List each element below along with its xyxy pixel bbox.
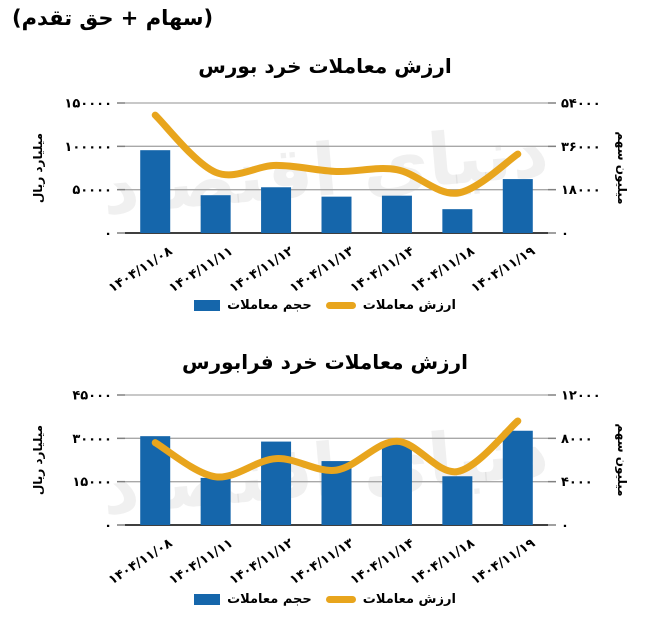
volume-bar — [140, 150, 171, 233]
header-note: (سهام + حق تقدم) — [12, 6, 214, 30]
right-axis-title: میلیون سهم — [614, 423, 629, 496]
x-axis-label: ۱۴۰۴/۱۱/۰۸ — [106, 536, 175, 588]
chart2-title: ارزش معاملات خرد فرابورس — [182, 350, 468, 374]
right-tick-label: ۸۰۰۰ — [561, 432, 593, 447]
right-tick-label: ۰ — [561, 227, 569, 242]
left-tick-label: ۱۰۰۰۰۰ — [64, 140, 112, 155]
left-axis-title: میلیارد ریال — [31, 133, 45, 203]
left-tick-label: ۵۰۰۰۰ — [72, 183, 112, 198]
left-axis-title: میلیارد ریال — [31, 425, 45, 495]
right-tick-label: ۰ — [561, 519, 569, 534]
volume-bar — [442, 209, 473, 233]
right-tick-label: ۱۲۰۰۰ — [561, 389, 601, 404]
bar-swatch-icon — [194, 594, 221, 605]
right-tick-label: ۳۶۰۰۰ — [561, 140, 601, 155]
value-line — [151, 111, 522, 197]
volume-bar — [261, 441, 292, 525]
left-tick-label: ۳۰۰۰۰ — [72, 432, 112, 447]
volume-bar — [200, 477, 231, 525]
x-axis-label: ۱۴۰۴/۱۱/۱۸ — [408, 536, 477, 588]
right-tick-label: ۱۸۰۰۰ — [561, 183, 601, 198]
value-line — [151, 417, 522, 481]
line-swatch-icon — [325, 596, 356, 603]
left-tick-label: ۴۵۰۰۰ — [72, 389, 112, 404]
legend-item-volume: حجم معاملات — [194, 592, 312, 607]
x-axis-label: ۱۴۰۴/۱۱/۰۸ — [106, 244, 175, 296]
volume-bar — [502, 179, 533, 233]
x-axis-label: ۱۴۰۴/۱۱/۱۹ — [469, 244, 538, 296]
volume-bar — [200, 195, 231, 233]
right-tick-label: ۴۰۰۰ — [561, 475, 593, 490]
chart1-plot: ۱۵۰۰۰۰ ۵۴۰۰۰ ۱۰۰۰۰۰ ۳۶۰۰۰ ۵۰۰۰۰ ۱۸۰۰۰ ۰ ۰ میلیار… — [31, 97, 629, 297]
legend-value-label: ارزش معاملات — [362, 592, 456, 607]
volume-bar — [321, 196, 352, 233]
chart1-legend: حجم معاملات ارزش معاملات — [0, 298, 650, 313]
left-tick-label: ۱۵۰۰۰ — [72, 475, 112, 490]
right-axis-title: میلیون سهم — [614, 131, 629, 204]
legend-volume-label: حجم معاملات — [227, 298, 312, 313]
legend-value-label: ارزش معاملات — [362, 298, 456, 313]
bar-swatch-icon — [194, 300, 221, 311]
x-axis-label: ۱۴۰۴/۱۱/۱۲ — [227, 536, 296, 588]
x-axis-label: ۱۴۰۴/۱۱/۱۴ — [348, 536, 417, 588]
right-tick-label: ۵۴۰۰۰ — [561, 97, 601, 112]
x-axis-label: ۱۴۰۴/۱۱/۱۹ — [469, 536, 538, 588]
x-axis-label: ۱۴۰۴/۱۱/۱۳ — [287, 244, 356, 296]
volume-bar — [442, 476, 473, 525]
line-swatch-icon — [325, 302, 356, 309]
legend-item-value: ارزش معاملات — [325, 592, 456, 607]
volume-bar — [261, 187, 292, 233]
legend-item-value: ارزش معاملات — [325, 298, 456, 313]
x-axis-label: ۱۴۰۴/۱۱/۱۸ — [408, 244, 477, 296]
chart1-title: ارزش معاملات خرد بورس — [198, 54, 452, 78]
left-tick-label: ۰ — [104, 227, 112, 242]
x-axis-label: ۱۴۰۴/۱۱/۱۱ — [166, 244, 235, 296]
x-axis-label: ۱۴۰۴/۱۱/۱۴ — [348, 244, 417, 296]
volume-bar — [502, 430, 533, 525]
x-axis-label: ۱۴۰۴/۱۱/۱۲ — [227, 244, 296, 296]
chart2-legend: حجم معاملات ارزش معاملات — [0, 592, 650, 607]
left-tick-label: ۰ — [104, 519, 112, 534]
chart2-plot: ۴۵۰۰۰ ۱۲۰۰۰ ۳۰۰۰۰ ۸۰۰۰ ۱۵۰۰۰ ۴۰۰۰ ۰ ۰ میلیارد ری… — [31, 389, 629, 589]
legend-item-volume: حجم معاملات — [194, 298, 312, 313]
volume-bar — [381, 443, 412, 525]
x-axis-label: ۱۴۰۴/۱۱/۱۱ — [166, 536, 235, 588]
left-tick-label: ۱۵۰۰۰۰ — [64, 97, 112, 112]
legend-volume-label: حجم معاملات — [227, 592, 312, 607]
volume-bar — [381, 195, 412, 233]
x-axis-label: ۱۴۰۴/۱۱/۱۳ — [287, 536, 356, 588]
